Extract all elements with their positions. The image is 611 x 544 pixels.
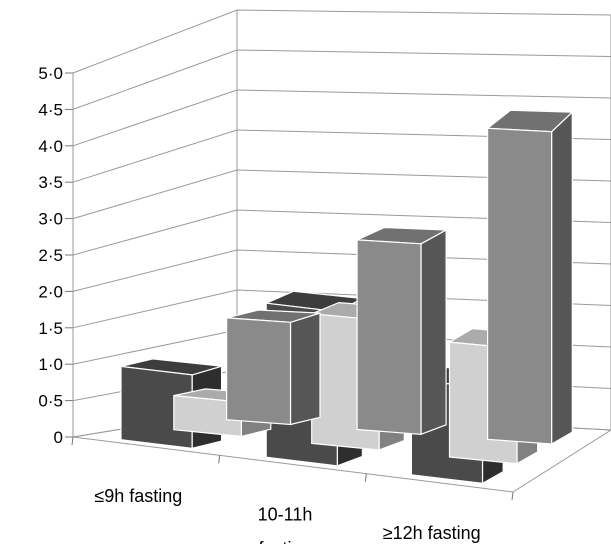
bar	[356, 226, 449, 436]
y-tick-label: 4·0	[38, 137, 63, 156]
y-tick-label: 3·5	[38, 173, 63, 192]
bar-front	[226, 317, 292, 426]
x-tick-mark	[71, 436, 74, 446]
y-tick-label: 1·0	[38, 355, 63, 374]
chart-labels: 0 0·5 1·0 1·5 2·0 2·5 3·0 3·5 4·0 4·5 5·0 ≤9h fasti…	[38, 64, 480, 544]
y-tick-label: 2·0	[38, 282, 63, 301]
y-tick-label: 1·5	[38, 319, 63, 338]
gridline	[72, 49, 611, 110]
bar-side	[550, 110, 573, 446]
x-tick-mark	[364, 473, 367, 482]
x-category-label: ≥12h fasting	[383, 523, 481, 543]
y-tick-label: 0·5	[38, 392, 63, 411]
y-tick-label: 5·0	[38, 64, 63, 83]
gridline	[72, 9, 611, 74]
x-category-label: 10-11hfasting	[258, 505, 313, 544]
x-tick-mark	[511, 491, 514, 501]
bar-side	[420, 228, 447, 436]
bar-front	[487, 127, 553, 445]
bar	[485, 109, 574, 446]
y-tick-label: 4·5	[38, 100, 63, 119]
x-tick-mark	[218, 455, 221, 464]
y-tick-label: 0	[54, 428, 63, 447]
chart-bars	[120, 109, 574, 485]
y-tick-label: 3·0	[38, 210, 63, 229]
bar-front	[356, 239, 422, 435]
x-category-label: ≤9h fasting	[94, 486, 182, 506]
bar	[226, 309, 321, 426]
bar-side	[289, 312, 321, 426]
y-tick-label: 2·5	[38, 246, 63, 265]
